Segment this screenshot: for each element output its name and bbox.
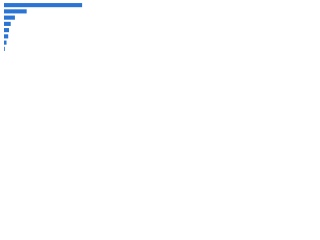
bar xyxy=(4,34,9,39)
chart xyxy=(4,3,83,51)
bar xyxy=(4,9,27,14)
bar xyxy=(4,46,5,51)
bar xyxy=(4,15,15,20)
bar xyxy=(4,3,83,8)
bar xyxy=(4,40,7,45)
bar xyxy=(4,28,10,33)
page: {"chart_data": {"type": "bar", "orientat… xyxy=(0,0,320,71)
bar xyxy=(4,21,11,26)
